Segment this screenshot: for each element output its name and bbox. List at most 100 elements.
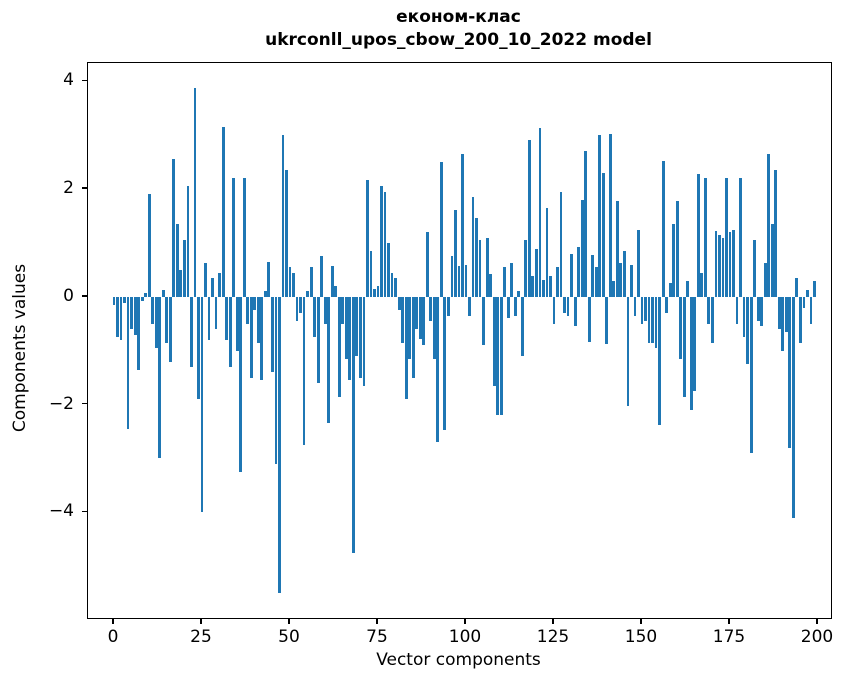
bar: [661, 161, 665, 297]
bar: [777, 296, 781, 330]
bar: [362, 296, 366, 386]
bar: [542, 279, 545, 297]
bar: [249, 296, 253, 378]
bar: [556, 267, 559, 297]
bar: [633, 296, 637, 316]
bar: [387, 242, 390, 297]
bar: [112, 296, 116, 305]
bar: [330, 265, 334, 297]
bar: [696, 174, 700, 297]
bar: [482, 296, 486, 346]
bar: [577, 247, 581, 297]
bar: [299, 296, 302, 313]
bar: [126, 296, 130, 429]
bar: [802, 296, 806, 308]
bar: [679, 296, 683, 359]
bar: [404, 296, 408, 400]
bar: [630, 264, 633, 297]
bar: [584, 151, 588, 297]
bar: [186, 186, 190, 297]
bar: [278, 296, 281, 594]
bar: [309, 267, 313, 297]
bar: [728, 232, 732, 297]
bar: [587, 296, 591, 342]
bar: [725, 178, 728, 297]
bar: [806, 290, 809, 297]
bar: [256, 296, 260, 343]
bar: [559, 191, 563, 297]
bar: [489, 274, 493, 297]
y-tick-mark: [82, 510, 87, 513]
bar: [689, 296, 693, 410]
bar: [450, 255, 454, 297]
bar: [784, 296, 788, 332]
y-tick-mark: [82, 187, 87, 189]
bar: [144, 293, 148, 297]
y-tick-label: −2: [48, 393, 74, 414]
bar: [651, 296, 654, 343]
y-tick-mark: [82, 79, 87, 81]
bar: [154, 296, 158, 349]
bar: [158, 296, 162, 459]
bar: [323, 296, 327, 324]
bar: [545, 207, 549, 297]
bar: [644, 296, 647, 322]
bar: [239, 296, 243, 472]
bar: [263, 291, 267, 297]
bar: [461, 154, 464, 297]
bar: [447, 296, 450, 316]
bar: [612, 280, 616, 297]
bar: [485, 237, 489, 297]
bar: [527, 139, 531, 297]
bar: [429, 296, 433, 322]
bar: [506, 296, 510, 319]
x-tick-label: 200: [800, 627, 834, 647]
bar: [123, 296, 126, 304]
bar: [214, 296, 218, 330]
x-tick-label: 0: [107, 627, 119, 647]
bar: [742, 296, 746, 338]
bar: [401, 296, 405, 343]
bar: [197, 296, 200, 400]
x-axis-label: Vector components: [376, 650, 541, 670]
bar: [675, 200, 679, 297]
x-tick-label: 175: [712, 627, 746, 647]
x-tick-mark: [640, 619, 642, 624]
bar: [436, 296, 440, 443]
bar: [799, 296, 802, 343]
bar: [665, 296, 669, 313]
bar: [390, 272, 394, 297]
y-tick-mark: [82, 402, 87, 405]
chart-title-line1: економ-клас: [396, 7, 521, 27]
bar: [235, 296, 239, 351]
bar: [190, 296, 193, 367]
bar: [563, 296, 566, 313]
bar: [175, 224, 179, 297]
bar: [147, 194, 151, 297]
bar: [425, 232, 429, 297]
x-tick-mark: [112, 619, 114, 624]
chart-title: економ-клас ukrconll_upos_cbow_200_10_20…: [87, 6, 830, 52]
bar: [242, 178, 246, 297]
bar: [232, 178, 236, 297]
bar: [432, 296, 436, 359]
bar: [246, 296, 250, 324]
bar: [605, 296, 609, 345]
bar: [781, 296, 785, 351]
bar: [218, 272, 222, 297]
bar: [366, 179, 369, 297]
bar: [756, 296, 760, 322]
bar: [454, 209, 457, 297]
bar: [693, 296, 697, 392]
bar: [130, 296, 134, 330]
bar: [376, 286, 380, 297]
bar: [682, 296, 686, 397]
bar: [591, 254, 595, 297]
bar: [443, 296, 447, 431]
bar: [566, 296, 570, 316]
x-tick-mark: [464, 619, 466, 624]
bar: [140, 296, 144, 302]
plot-area: [87, 62, 832, 619]
bar: [369, 251, 373, 297]
bar: [464, 264, 468, 297]
